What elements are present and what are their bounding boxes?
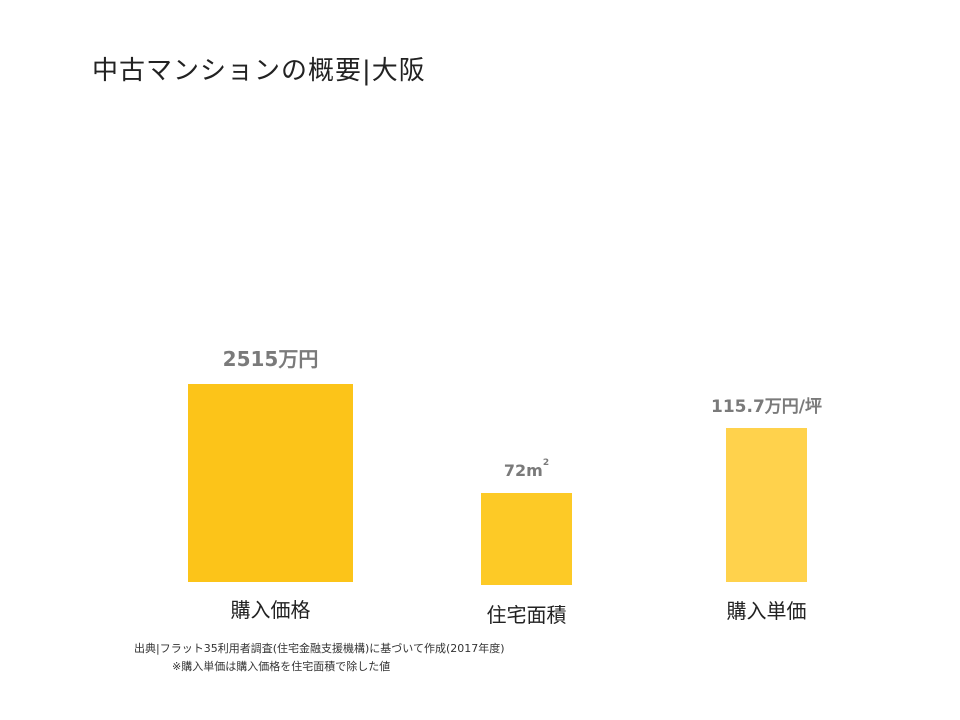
value-label-1: 2515万円: [223, 347, 319, 371]
source-line: 出典|フラット35利用者調査(住宅金融支援機構)に基づいて作成(2017年度): [134, 642, 505, 655]
value-labels-group: 2515万円 72m2 115.7万円/坪: [223, 347, 822, 480]
bar-1: [188, 384, 353, 582]
value-label-3: 115.7万円/坪: [711, 397, 822, 417]
bars-group: [188, 384, 807, 585]
value-label-2: 72m2: [504, 458, 549, 480]
bar-3: [726, 428, 807, 582]
category-label-3: 購入単価: [727, 599, 807, 623]
category-label-2: 住宅面積: [487, 603, 567, 627]
category-labels-group: 購入価格 住宅面積 購入単価: [231, 598, 807, 627]
footnote-line: ※購入単価は購入価格を住宅面積で除した値: [172, 660, 391, 673]
source-note: 出典|フラット35利用者調査(住宅金融支援機構)に基づいて作成(2017年度) …: [134, 640, 505, 676]
page-title: 中古マンションの概要|大阪: [92, 56, 426, 86]
bar-2: [481, 493, 572, 585]
category-label-1: 購入価格: [231, 598, 311, 622]
